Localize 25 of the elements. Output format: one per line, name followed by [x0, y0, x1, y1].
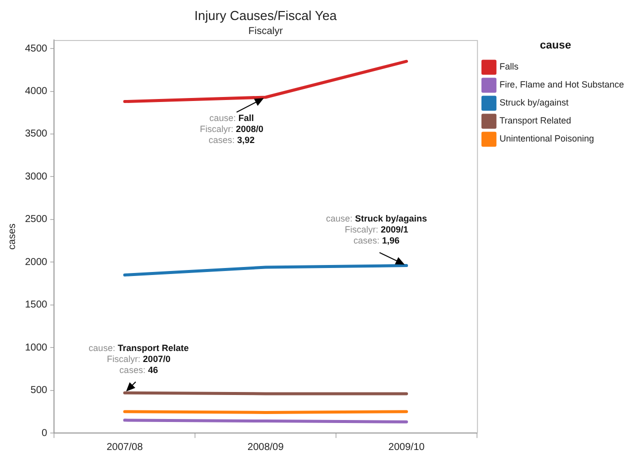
- annotation: cause: Struck by/agains Fiscalyr: 2009/1 cases: 1,96: [326, 214, 428, 246]
- legend-label: Struck by/against: [499, 98, 569, 108]
- legend-label: Falls: [499, 62, 519, 72]
- annotation: cause: Transport Relate Fiscalyr: 2007/0 cases: 46: [88, 342, 189, 375]
- y-tick-label: 4000: [24, 86, 48, 98]
- y-tick-label: 1500: [24, 300, 48, 311]
- x-tick-label: 2007/08: [106, 442, 144, 453]
- y-tick-label: 0: [42, 428, 48, 439]
- chart-title: Injury Causes/Fiscal Yea: [194, 8, 338, 23]
- y-tick-label: 3500: [24, 128, 48, 140]
- y-tick-label: 3000: [24, 171, 48, 182]
- chart-subtitle: Fiscalyr: [248, 26, 284, 37]
- legend-label: Transport Related: [499, 116, 572, 126]
- x-tick-label: 2009/10: [388, 442, 425, 453]
- y-axis-title: cases: [6, 223, 18, 250]
- x-tick-label: 2008/09: [248, 442, 284, 453]
- y-tick-label: 1000: [24, 342, 48, 354]
- legend-label: Unintentional Poisoning: [499, 134, 594, 144]
- annotation: cause: Fall Fiscalyr: 2008/0 cases: 3,92: [200, 113, 264, 146]
- legend-label: Fire, Flame and Hot Substance: [499, 80, 624, 90]
- y-tick-label: 2000: [24, 256, 48, 268]
- y-tick-label: 2500: [24, 214, 48, 226]
- legend-title: cause: [540, 40, 572, 52]
- y-tick-label: 4500: [24, 43, 48, 54]
- y-tick-label: 500: [30, 385, 48, 396]
